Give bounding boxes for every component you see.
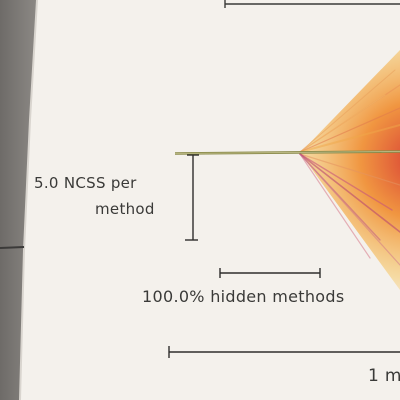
- time-scale-bar: [168, 346, 400, 358]
- desk-crack: [0, 246, 25, 249]
- hidden-methods-label: 100.0% hidden methods: [142, 287, 345, 306]
- top-scale-bar: [224, 0, 400, 8]
- wedge-visualization: [299, 50, 400, 290]
- time-scale-label: 1 m: [368, 366, 400, 386]
- ncss-per-method-label: 5.0 NCSS per: [34, 174, 137, 192]
- ncss-scale-bar: [185, 154, 199, 241]
- ncss-per-method-label-cont: method: [95, 200, 155, 218]
- paper-edge: [19, 0, 38, 400]
- desk-surface: [0, 0, 37, 400]
- hidden-methods-scale-bar: [219, 268, 321, 278]
